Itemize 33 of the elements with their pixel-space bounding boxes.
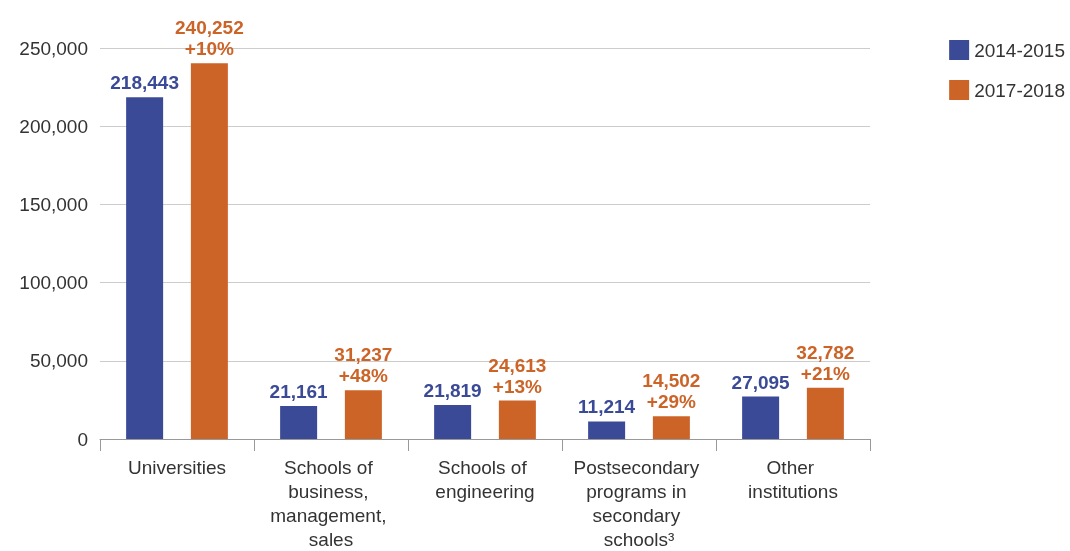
data-label: 240,252 +10% [175,17,244,60]
y-tick-label: 50,000 [29,350,88,372]
y-tick-label: 200,000 [19,115,88,137]
data-label: 11,214 [578,396,636,418]
bar [652,416,690,439]
y-tick-label: 100,000 [19,272,88,294]
y-tick-label: 250,000 [19,37,88,59]
data-label: 27,095 [731,371,791,393]
x-tick-label: Schools of engineering [435,456,535,502]
data-label: 218,443 [110,72,179,94]
bar [742,396,780,439]
x-tick-label: Other institutions [748,456,838,502]
bar [344,390,382,439]
bar [280,405,318,439]
bar [190,63,228,439]
x-tick-label: Schools of business, management, sales [270,456,392,550]
bar [126,97,164,439]
y-tick-label: 150,000 [19,193,88,215]
data-label: 24,613 +13% [488,354,547,397]
legend-label: 2017-2018 [974,79,1066,101]
data-label: 32,782 +21% [796,341,855,384]
bar [588,421,626,439]
data-label: 21,819 [423,379,482,401]
data-label: 31,237 +48% [334,344,393,387]
bar [434,404,472,439]
bar [498,400,536,439]
legend-label: 2014-2015 [974,39,1066,61]
y-tick-label: 0 [77,428,88,450]
data-label: 14,502 +29% [642,370,701,413]
x-tick-label: Universities [127,456,227,478]
bar [806,387,844,439]
x-tick-label: Postsecondary programs in secondary schools³ [573,456,705,550]
data-label: 21,161 [269,380,329,402]
